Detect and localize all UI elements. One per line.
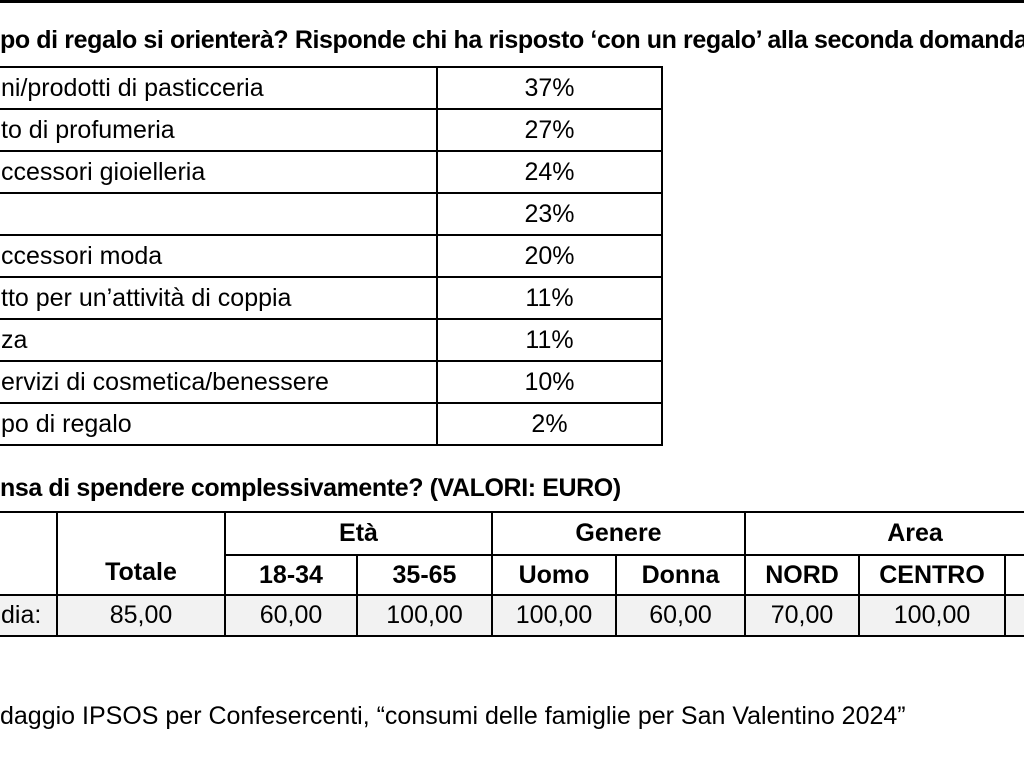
table-row: za 11% [0,318,663,362]
gift-value-cell: 27% [436,108,663,152]
gift-label-cell: ni/prodotti di pasticceria [0,66,438,110]
gift-label-cell: po di regalo [0,402,438,446]
gift-value-cell: 11% [436,276,663,320]
header-totale: Totale [56,511,226,596]
col-header-donna: Donna [614,554,747,596]
spend-table: Totale Età Genere Area 18-34 35-65 Uomo … [0,511,1024,637]
spend-question-heading: nsa di spendere complessivamente? (VALOR… [0,474,621,502]
gift-label-cell: ccessori moda [0,234,438,278]
table-row: ni/prodotti di pasticceria 37% [0,66,663,110]
gift-label-cell: to di profumeria [0,108,438,152]
top-rule [0,0,1024,3]
group-header-genere: Genere [490,511,747,556]
gift-value-cell: 37% [436,66,663,110]
table-row: po di regalo 2% [0,402,663,446]
value-35-65: 100,00 [356,594,493,637]
stub-empty-cell [0,511,58,596]
table-row: ccessori moda 20% [0,234,663,278]
table-row: 23% [0,192,663,236]
table-row: dia: 85,00 60,00 100,00 100,00 60,00 70,… [0,594,1024,637]
group-header-eta: Età [224,511,493,556]
value-donna: 60,00 [614,594,747,637]
col-header-uomo: Uomo [491,554,617,596]
gift-label-cell: za [0,318,438,362]
table-row: ccessori gioielleria 24% [0,150,663,194]
col-header-35-65: 35-65 [356,554,493,596]
value-18-34: 60,00 [224,594,358,637]
gift-value-cell: 23% [436,192,663,236]
gift-value-cell: 24% [436,150,663,194]
col-header-partial [1004,554,1024,596]
col-header-18-34: 18-34 [225,554,358,596]
value-centro: 100,00 [858,594,1007,637]
table-row: 18-34 35-65 Uomo Donna NORD CENTRO [0,554,1024,596]
row-label-media: dia: [0,594,58,637]
table-row: to di profumeria 27% [0,108,663,152]
gift-value-cell: 20% [436,234,663,278]
source-note: daggio IPSOS per Confesercenti, “consumi… [0,702,906,730]
group-header-area: Area [744,511,1024,556]
gift-question-heading: po di regalo si orienterà? Risponde chi … [0,26,1024,54]
value-uomo: 100,00 [491,594,617,637]
value-totale: 85,00 [56,594,226,637]
value-partial [1004,594,1024,637]
value-nord: 70,00 [744,594,861,637]
gift-value-cell: 10% [436,360,663,404]
gift-label-cell: ccessori gioielleria [0,150,438,194]
gift-label-cell: ervizi di cosmetica/benessere [0,360,438,404]
col-header-centro: CENTRO [858,554,1007,596]
gift-label-cell [0,192,438,236]
table-row: ervizi di cosmetica/benessere 10% [0,360,663,404]
gift-type-table: ni/prodotti di pasticceria 37% to di pro… [0,66,663,446]
table-row: tto per un’attività di coppia 11% [0,276,663,320]
gift-value-cell: 11% [436,318,663,362]
gift-label-cell: tto per un’attività di coppia [0,276,438,320]
gift-value-cell: 2% [436,402,663,446]
table-row: Totale Età Genere Area [0,511,1024,596]
col-header-nord: NORD [744,554,861,596]
